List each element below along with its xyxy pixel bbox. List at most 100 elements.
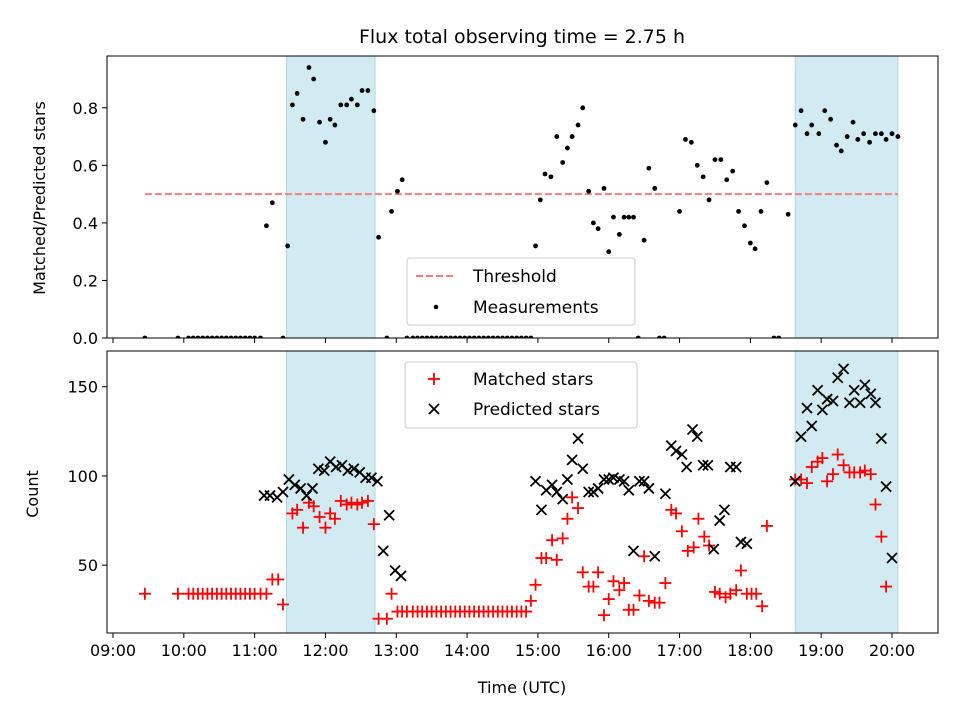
predicted-point [659,488,672,500]
measurement-point [495,335,501,338]
ratio-panel: 0.0 0.2 0.4 0.6 0.8 [73,55,939,348]
predicted-point [854,397,866,409]
predicted-point [789,475,801,487]
x-tick-label: 17:00 [656,641,702,660]
predicted-point-b [686,423,699,436]
predicted-point [633,475,646,487]
predicted-point-b [577,463,589,475]
predicted-point [865,388,877,400]
measurement-point [895,134,901,139]
measurement-point [601,185,607,191]
predicted-point [371,475,384,487]
measurement-point [317,119,322,125]
measurement-point [448,335,453,338]
measurement-point [476,335,482,338]
predicted-point [816,404,828,416]
predicted-point-b [551,486,563,498]
predicted-point-b [348,463,360,475]
predicted-point [566,454,578,466]
x-tick-label: 16:00 [586,641,632,660]
predicted-point-b [633,475,646,487]
predicted-point [806,420,818,432]
measurement-point [311,76,317,82]
measurement-point [889,131,895,137]
measurement-point [683,137,688,142]
matched-point [602,593,615,606]
measurement-point [548,174,554,180]
legend-threshold-label: Threshold [472,267,557,287]
x-tick-label: 12:00 [302,641,348,660]
measurement-point [804,131,810,137]
matched-point [801,477,814,490]
predicted-point [638,475,650,487]
predicted-point-b [592,482,604,495]
x-tick-label: 09:00 [90,641,136,660]
predicted-point-b [832,372,844,384]
bottom-legend-frame [404,361,638,429]
measurement-point [404,335,410,338]
matched-point [587,580,600,593]
predicted-point-b [714,514,726,527]
predicted-point-b [572,432,584,445]
matched-point [826,468,839,481]
predicted-point-b [854,397,866,409]
measurement-point [195,335,201,338]
observing-window [794,350,899,634]
predicted-point-b [730,461,742,473]
measurement-point [371,108,377,114]
predicted-point [848,384,860,396]
measurement-point [247,335,253,338]
measurement-point [344,102,350,108]
measurement-point [233,335,239,338]
predicted-point [875,432,888,445]
measurement-point [677,208,682,214]
predicted-point [546,479,558,491]
measurement-point [606,249,612,255]
predicted-point [572,432,584,445]
predicted-point [557,493,569,505]
matched-point [356,496,369,509]
measurement-point [481,335,487,338]
matched-point [572,502,585,515]
matched-point [550,553,563,566]
matched-point [618,577,631,590]
matched-point [319,521,332,534]
x-tick-label: 18:00 [727,641,773,660]
legend-predicted-swatch [428,403,440,415]
measurement-point [327,116,333,122]
measurement-point [500,335,505,338]
measurement-point [850,119,856,125]
predicted-point-b [789,475,801,487]
measurement-point [785,211,791,217]
matched-point [627,603,640,616]
chart-title: Flux total observing time = 2.75 h [359,26,685,48]
measurement-point [712,157,718,162]
measurement-point [323,139,328,145]
measurement-point [523,335,529,338]
measurement-point [264,223,269,229]
x-tick-label: 15:00 [515,641,561,660]
measurement-point [419,335,425,338]
predicted-point-b [583,486,595,498]
measurement-point [631,214,636,220]
matched-point [307,500,320,513]
matched-point [272,573,285,586]
measurement-point [861,131,867,137]
measurement-point [175,335,181,338]
predicted-point-b [859,379,871,391]
matched-point [576,566,589,579]
matched-point [546,534,559,547]
measurement-point [792,122,798,128]
matched-point [613,584,626,597]
measurement-point [742,223,747,229]
measurement-point [209,335,215,338]
measurement-point [834,142,839,148]
predicted-point [680,461,693,473]
matched-point [869,498,882,511]
measurement-point [424,335,430,338]
xlabel: Time (UTC) [477,678,566,697]
predicted-point [623,484,635,496]
measurement-point [533,243,538,249]
predicted-point [801,402,813,414]
x-tick-label: 11:00 [232,641,278,660]
